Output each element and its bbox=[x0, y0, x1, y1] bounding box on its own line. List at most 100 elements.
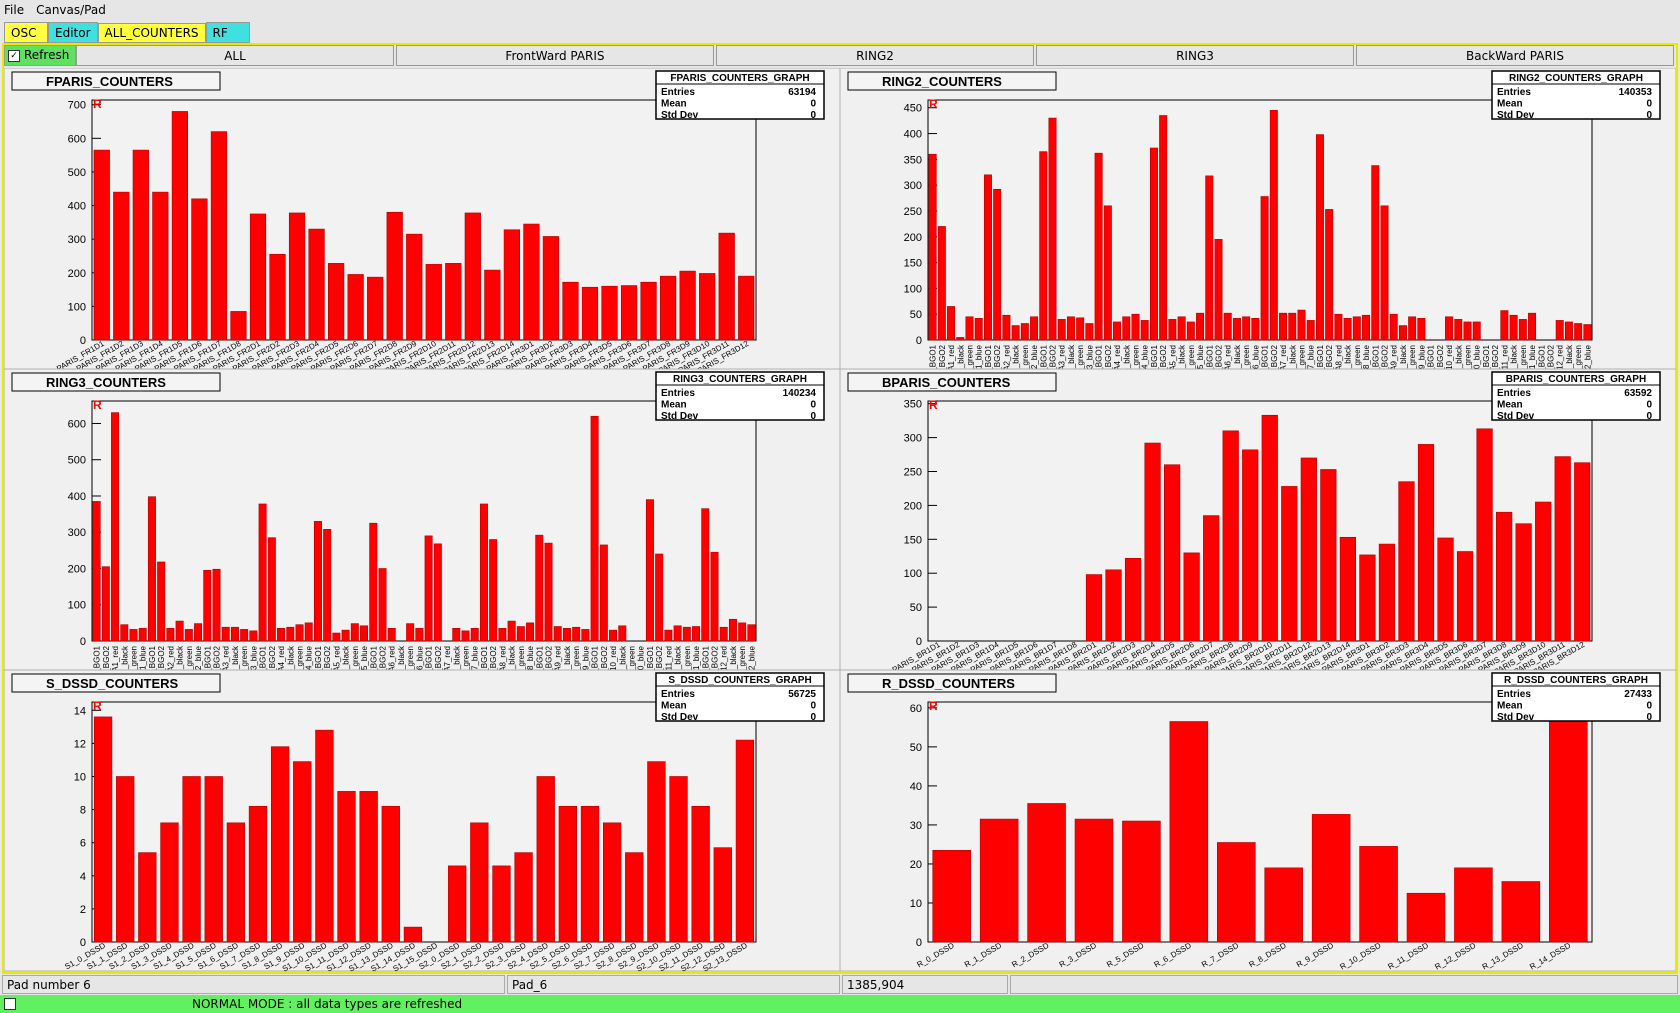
bar bbox=[1279, 312, 1288, 341]
status-field: 1385,904 bbox=[842, 975, 1008, 994]
tab-button[interactable]: FrontWard PARIS bbox=[396, 45, 714, 66]
x-tick-label: A12_BGO2 bbox=[711, 645, 720, 686]
bar bbox=[1144, 442, 1161, 642]
refresh-label: Refresh bbox=[24, 48, 70, 62]
stats-box bbox=[655, 70, 825, 120]
stats-value: 63194 bbox=[788, 87, 816, 98]
bar bbox=[1398, 325, 1407, 341]
bar bbox=[1281, 486, 1298, 642]
bar bbox=[93, 149, 110, 341]
marker-label: R bbox=[93, 398, 102, 412]
bar bbox=[286, 626, 295, 642]
tab-button[interactable]: RING2 bbox=[716, 45, 1034, 66]
x-tick-label: A7_red bbox=[1279, 345, 1288, 371]
x-tick-label: A2_blue bbox=[194, 645, 203, 675]
chart-title: R_DSSD_COUNTERS bbox=[882, 676, 1015, 691]
stats-label: Mean bbox=[661, 99, 687, 110]
x-tick-label: A1_BGO1 bbox=[93, 645, 102, 682]
x-tick-label: A5_black bbox=[1178, 344, 1187, 378]
stats-value: 0 bbox=[810, 99, 816, 110]
x-tick-label: A5_green bbox=[1187, 345, 1196, 380]
x-tick-label: A2_blue bbox=[1030, 344, 1039, 374]
bar bbox=[1306, 320, 1315, 341]
tab-button[interactable]: RING3 bbox=[1036, 45, 1354, 66]
tab[interactable]: RF bbox=[205, 22, 250, 43]
bar bbox=[1288, 312, 1297, 341]
bar bbox=[498, 628, 507, 642]
x-tick-label: A8_BGO1 bbox=[1316, 344, 1325, 381]
bar bbox=[691, 805, 710, 943]
x-tick-label: A11_blue bbox=[692, 645, 701, 679]
x-tick-label: A8_blue bbox=[1362, 344, 1371, 374]
bar bbox=[230, 626, 239, 642]
bar bbox=[484, 269, 501, 341]
x-tick-label: A10_green bbox=[628, 646, 637, 685]
bar bbox=[965, 316, 974, 341]
bar bbox=[1203, 515, 1220, 642]
stats-label: Std Dev bbox=[661, 712, 699, 723]
bar bbox=[1398, 481, 1415, 642]
tab[interactable]: Editor bbox=[48, 22, 98, 43]
bar bbox=[599, 544, 608, 642]
bar bbox=[424, 535, 433, 642]
x-tick-label: A9_red bbox=[1390, 345, 1399, 371]
bar bbox=[1555, 320, 1564, 341]
stats-value: 0 bbox=[810, 400, 816, 411]
bar bbox=[983, 174, 992, 341]
menu-item[interactable]: File bbox=[4, 3, 25, 17]
bar bbox=[132, 149, 149, 341]
bar bbox=[932, 849, 971, 943]
bar bbox=[669, 776, 688, 943]
bar bbox=[293, 761, 312, 943]
marker-label: R bbox=[93, 699, 102, 713]
menu-item[interactable]: Canvas/Pad bbox=[36, 3, 106, 17]
tab-button[interactable]: BackWard PARIS bbox=[1356, 45, 1674, 66]
bar bbox=[1242, 449, 1259, 642]
bar bbox=[1074, 818, 1114, 943]
mode-bar: NORMAL MODE : all data types are refresh… bbox=[0, 995, 1680, 1013]
y-tick-label: 600 bbox=[68, 133, 86, 145]
bar bbox=[1183, 552, 1200, 642]
bar bbox=[640, 281, 657, 341]
bar bbox=[1261, 414, 1278, 642]
bar bbox=[1456, 551, 1474, 642]
y-tick-label: 600 bbox=[68, 418, 86, 430]
bar bbox=[184, 629, 193, 642]
tab[interactable]: ALL_COUNTERS bbox=[97, 23, 206, 43]
x-tick-label: A4_green bbox=[1132, 345, 1141, 380]
tab-button[interactable]: ALL bbox=[76, 45, 394, 66]
bar bbox=[728, 618, 737, 642]
bar bbox=[240, 629, 249, 642]
bar bbox=[304, 622, 313, 642]
x-tick-label: A11_BGO2 bbox=[655, 645, 664, 686]
bar bbox=[514, 852, 533, 943]
stats-box bbox=[655, 672, 825, 722]
tab[interactable]: OSC bbox=[4, 22, 48, 43]
x-tick-label: A5_BGO1 bbox=[314, 645, 323, 682]
bar bbox=[270, 746, 290, 943]
status-field: Pad number 6 bbox=[2, 975, 505, 994]
bar bbox=[360, 625, 369, 642]
y-tick-label: 500 bbox=[68, 167, 86, 179]
stats-value: 0 bbox=[1646, 411, 1652, 422]
bar bbox=[347, 274, 364, 341]
y-tick-label: 300 bbox=[68, 234, 86, 246]
bar bbox=[1066, 316, 1075, 341]
bar bbox=[191, 198, 208, 341]
x-tick-label: A7_red bbox=[443, 646, 452, 672]
y-tick-label: 12 bbox=[74, 738, 86, 750]
bar bbox=[1011, 325, 1020, 341]
x-tick-label: A11_black bbox=[674, 645, 683, 683]
x-tick-label: A3_red bbox=[222, 646, 231, 672]
x-tick-label: A2_BGO1 bbox=[148, 645, 157, 682]
refresh-checkbox[interactable]: ✓ Refresh bbox=[4, 45, 76, 66]
bar bbox=[182, 776, 201, 943]
x-tick-label: A6_BGO2 bbox=[1215, 344, 1224, 381]
x-tick-label: A12_green bbox=[1574, 345, 1583, 384]
bar bbox=[1528, 312, 1537, 341]
stats-value: 0 bbox=[810, 701, 816, 712]
x-tick-label: A4_black bbox=[286, 645, 295, 679]
x-tick-label: A3_BGO2 bbox=[213, 645, 222, 682]
x-tick-label: A4_BGO2 bbox=[268, 645, 277, 682]
stats-label: Mean bbox=[1497, 400, 1523, 411]
